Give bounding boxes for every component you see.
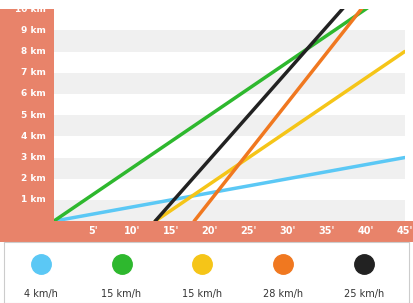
Text: 15 km/h: 15 km/h	[102, 289, 142, 299]
Text: 4 km: 4 km	[21, 132, 46, 141]
Text: 20': 20'	[202, 226, 218, 236]
Bar	[54, 136, 405, 158]
Text: 6 km: 6 km	[21, 89, 46, 98]
Bar	[54, 52, 405, 73]
Bar	[54, 73, 405, 94]
Bar	[54, 94, 405, 115]
Text: 7 km: 7 km	[21, 68, 46, 77]
Text: 3 km: 3 km	[21, 153, 46, 162]
Text: 40': 40'	[358, 226, 374, 236]
Bar	[54, 200, 405, 221]
Bar	[54, 30, 405, 52]
Text: 45': 45'	[396, 226, 413, 236]
Text: 25 km/h: 25 km/h	[344, 289, 385, 299]
Text: 35': 35'	[318, 226, 335, 236]
Bar	[54, 158, 405, 179]
Bar	[54, 179, 405, 200]
Text: 5 km: 5 km	[21, 111, 46, 120]
Bar	[54, 9, 405, 30]
Text: 8 km: 8 km	[21, 47, 46, 56]
Text: 2 km: 2 km	[21, 174, 46, 183]
Text: 28 km/h: 28 km/h	[263, 289, 304, 299]
Text: 10': 10'	[123, 226, 140, 236]
Bar	[54, 115, 405, 136]
Text: 1 km: 1 km	[21, 195, 46, 205]
Text: 30': 30'	[280, 226, 296, 236]
Text: 15': 15'	[163, 226, 179, 236]
Text: 10 km: 10 km	[15, 5, 46, 14]
Text: 4 km/h: 4 km/h	[24, 289, 57, 299]
Text: 5': 5'	[88, 226, 97, 236]
Text: 25': 25'	[240, 226, 257, 236]
Text: 9 km: 9 km	[21, 26, 46, 35]
Text: 15 km/h: 15 km/h	[183, 289, 223, 299]
